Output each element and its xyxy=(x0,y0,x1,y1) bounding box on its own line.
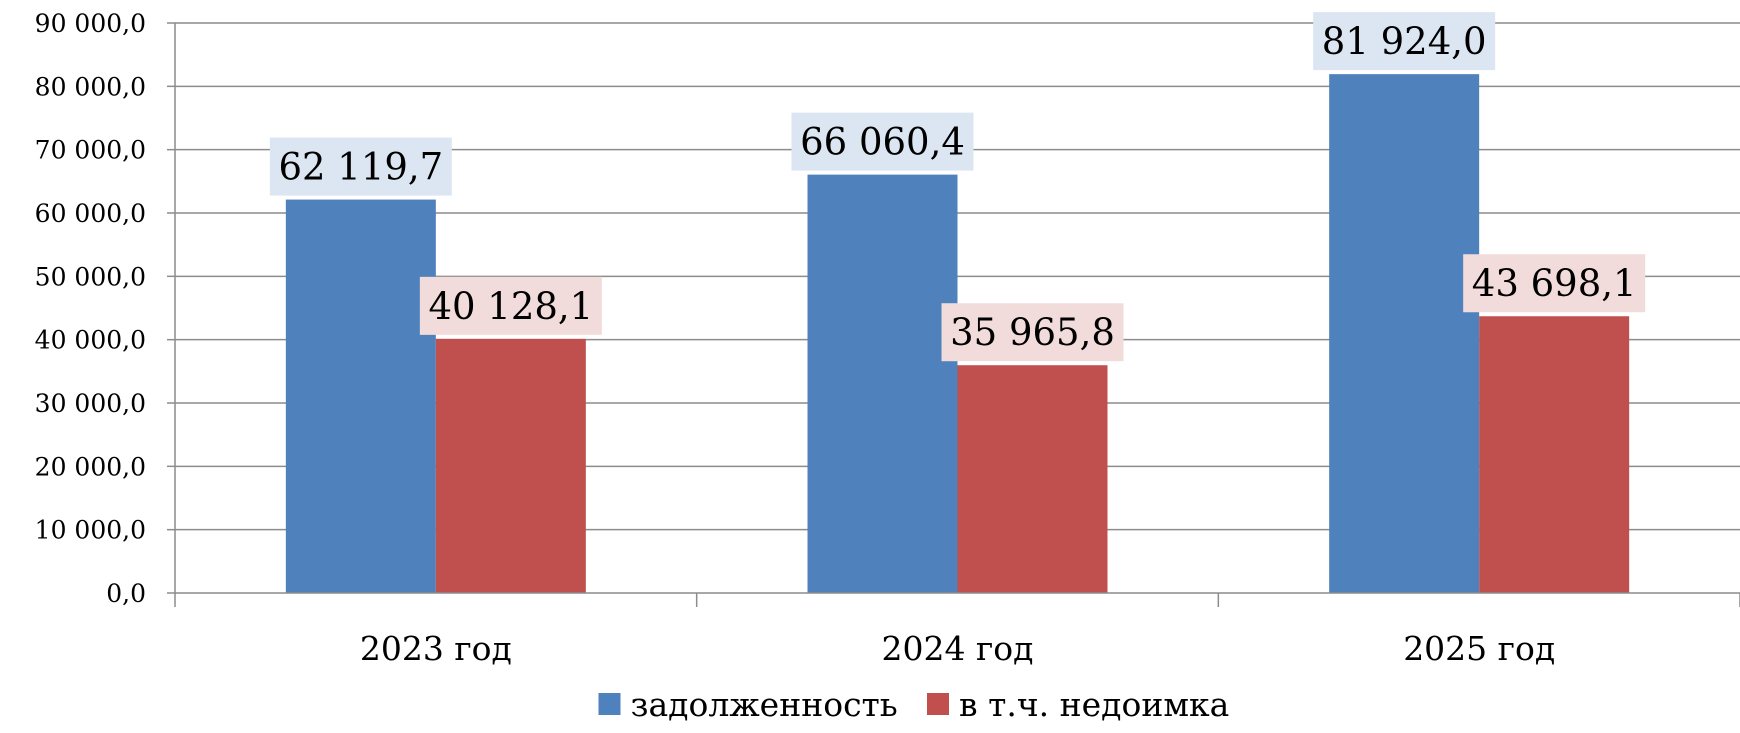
data-label: 43 698,1 xyxy=(1472,262,1637,305)
data-label: 40 128,1 xyxy=(428,285,593,328)
y-tick-label: 80 000,0 xyxy=(35,72,146,101)
x-category-label: 2024 год xyxy=(882,629,1034,668)
bar-debt xyxy=(1329,74,1480,593)
y-tick-label: 70 000,0 xyxy=(35,136,146,165)
bar-debt xyxy=(807,174,958,593)
bar-arrears xyxy=(957,365,1108,593)
data-label: 66 060,4 xyxy=(800,121,965,164)
data-label-bg xyxy=(419,276,602,335)
bars xyxy=(285,74,1630,593)
x-category-label: 2025 год xyxy=(1403,629,1555,668)
data-label-bg xyxy=(1313,12,1496,71)
legend-label: в т.ч. недоимка xyxy=(959,685,1229,724)
bar-arrears xyxy=(435,338,586,593)
x-category-label: 2023 год xyxy=(360,629,512,668)
data-label-bg xyxy=(941,303,1124,362)
data-label: 35 965,8 xyxy=(950,311,1115,354)
y-tick-label: 0,0 xyxy=(106,579,146,608)
legend-swatch xyxy=(598,693,621,715)
bar-debt xyxy=(285,199,436,593)
y-tick-label: 60 000,0 xyxy=(35,199,146,228)
data-label: 62 119,7 xyxy=(278,146,443,189)
axes: 0,0 10 000,0 20 000,0 30 000,0 40 000,0 50 00… xyxy=(35,9,1740,668)
y-tick-label: 40 000,0 xyxy=(35,326,146,355)
y-tick-label: 50 000,0 xyxy=(35,262,146,291)
data-label: 81 924,0 xyxy=(1322,20,1487,63)
data-label-bg xyxy=(791,112,974,171)
bar-arrears xyxy=(1479,316,1630,593)
legend-swatch xyxy=(927,693,949,715)
y-tick-label: 20 000,0 xyxy=(35,452,146,481)
legend: задолженность в т.ч. недоимка xyxy=(598,685,1229,724)
data-labels: 62 119,7 40 128,1 66 060,4 35 965,8 81 924,0… xyxy=(269,12,1646,362)
legend-label: задолженность xyxy=(631,685,898,724)
data-label-bg xyxy=(1463,254,1646,313)
y-tick-label: 10 000,0 xyxy=(35,516,146,545)
y-tick-label: 90 000,0 xyxy=(35,9,146,38)
y-tick-label: 30 000,0 xyxy=(35,389,146,418)
data-label-bg xyxy=(269,137,452,196)
